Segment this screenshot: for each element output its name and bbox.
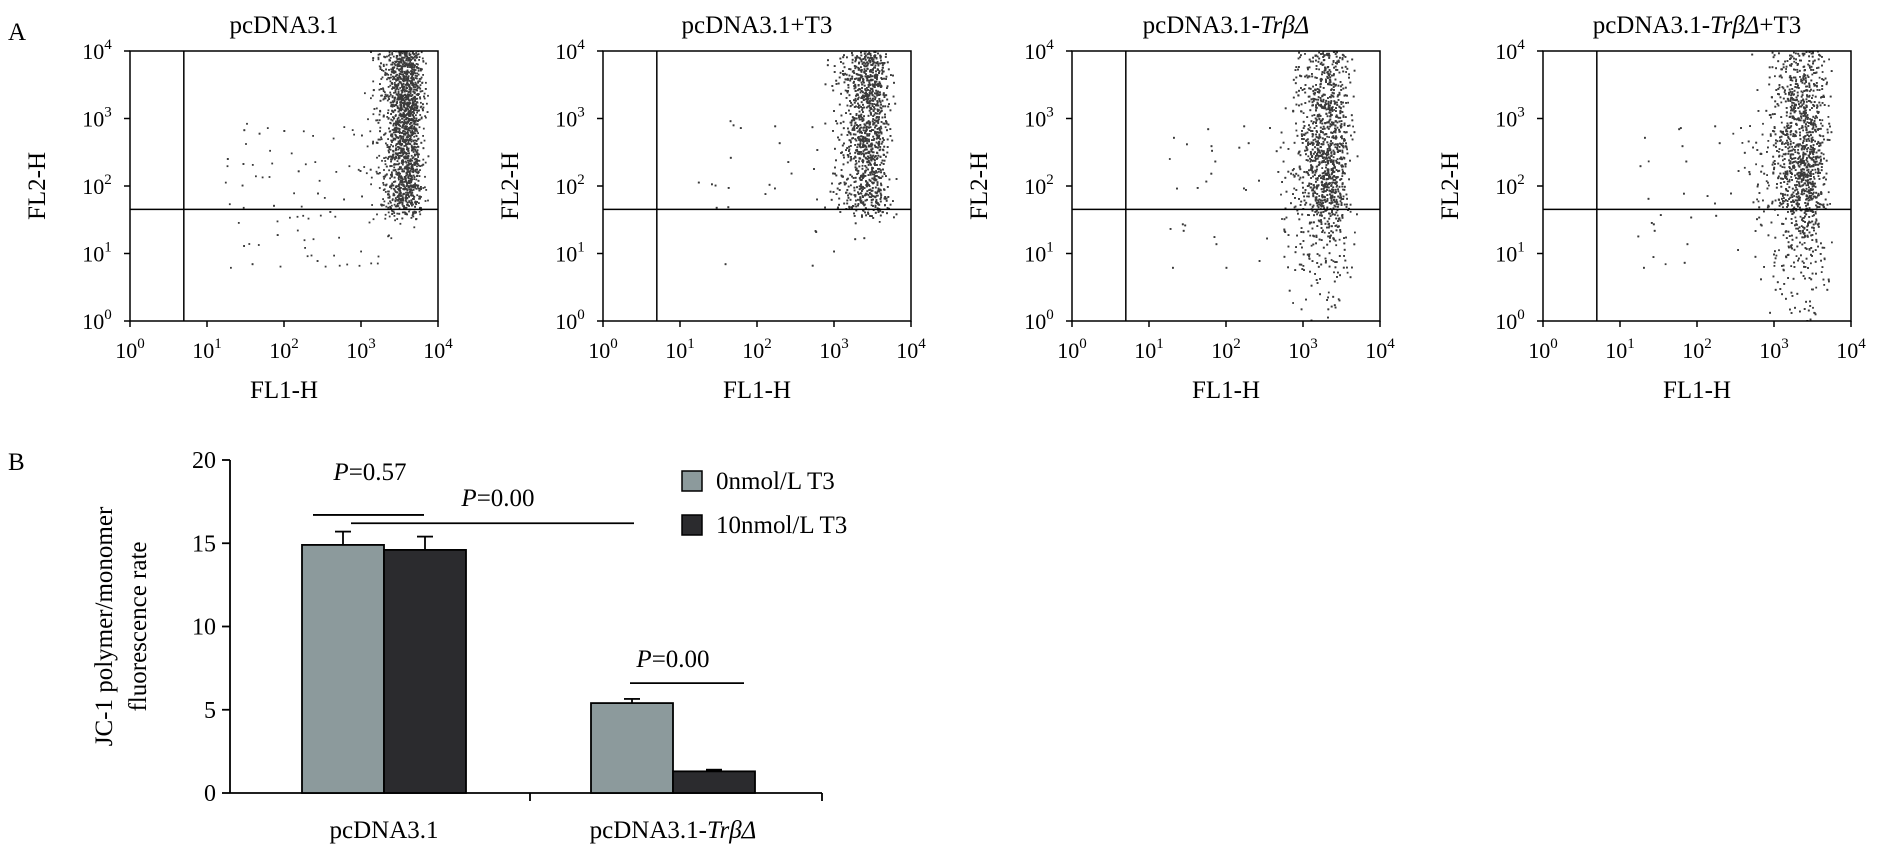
panel-title: pcDNA3.1-TrβΔ+T3 [1593, 12, 1802, 39]
y-tick-label: 101 [82, 240, 112, 267]
x-tick-label: 102 [742, 336, 772, 363]
y-tick-label: 10 [192, 615, 216, 641]
x-tick-label: 101 [1134, 336, 1164, 363]
y-tick-label: 0 [204, 781, 216, 807]
y-axis-label: FL2-H [966, 152, 993, 220]
x-axis-label: FL1-H [1192, 377, 1260, 404]
event-dots [224, 51, 430, 269]
x-tick-label: pcDNA3.1-TrβΔ [590, 817, 757, 844]
y-tick-label: 100 [1024, 307, 1054, 334]
y-tick-label: 101 [555, 240, 585, 267]
y-tick-label: 102 [1495, 172, 1525, 199]
event-dots [1637, 51, 1833, 321]
legend-swatch [681, 470, 703, 492]
x-tick-label: 101 [665, 336, 695, 363]
event-dots [697, 51, 898, 267]
y-tick-label: 102 [82, 172, 112, 199]
x-tick-label: 100 [115, 336, 145, 363]
plot-frame [1071, 50, 1381, 322]
y-axis-label: FL2-H [497, 152, 524, 220]
y-tick-label: 103 [555, 105, 585, 132]
y-tick-label: 101 [1024, 240, 1054, 267]
bar-0nmol/L T3 [301, 544, 385, 794]
significance-label: P=0.57 [332, 459, 406, 486]
x-axis-label: FL1-H [1663, 377, 1731, 404]
y-axis-label: FL2-H [24, 152, 51, 220]
panel-title: pcDNA3.1+T3 [682, 12, 833, 39]
x-tick-label: 103 [1759, 336, 1789, 363]
x-tick-label: 101 [1605, 336, 1635, 363]
y-tick-label: 103 [1495, 105, 1525, 132]
y-axis-label: JC-1 polymer/monomer [91, 506, 118, 746]
flow-panel-2: pcDNA3.1+T3 100 101 102 103 104 100 101 102 103 10… [497, 12, 926, 404]
x-tick-label: 104 [423, 336, 453, 363]
x-tick-label: pcDNA3.1 [329, 817, 438, 844]
x-tick-label: 101 [192, 336, 222, 363]
significance-label: P=0.00 [635, 646, 709, 673]
bar-chart-panel: 0 5 10 15 20 JC-1 polymer/monomer fluorescence… [91, 448, 847, 844]
flow-panel-1: pcDNA3.1 100 101 102 103 104 100 101 102 103 104 FL… [24, 12, 453, 404]
y-tick-label: 103 [1024, 105, 1054, 132]
y-tick-label: 20 [192, 448, 216, 474]
plot-frame [602, 50, 912, 322]
legend-label: 0nmol/L T3 [716, 468, 835, 495]
x-tick-label: 104 [1836, 336, 1866, 363]
x-tick-label: 100 [1528, 336, 1558, 363]
panel-title: pcDNA3.1 [229, 12, 338, 39]
y-tick-label: 104 [1495, 37, 1525, 64]
y-tick-label: 102 [555, 172, 585, 199]
x-tick-label: 102 [1682, 336, 1712, 363]
y-tick-label: 104 [555, 37, 585, 64]
x-tick-label: 103 [346, 336, 376, 363]
flow-panel-4: pcDNA3.1-TrβΔ+T3 100 101 102 103 104 100 101 102… [1437, 12, 1866, 404]
x-tick-label: 103 [1288, 336, 1318, 363]
y-tick-label: 101 [1495, 240, 1525, 267]
significance-label: P=0.00 [460, 485, 534, 512]
x-axis-label: FL1-H [250, 377, 318, 404]
y-tick-label: 103 [82, 105, 112, 132]
panel-title: pcDNA3.1-TrβΔ [1143, 12, 1310, 39]
y-tick-label: 15 [192, 531, 216, 557]
bar-0nmol/L T3 [590, 702, 674, 794]
y-tick-label: 104 [82, 37, 112, 64]
flow-panel-3: pcDNA3.1-TrβΔ 100 101 102 103 104 100 101 102 103… [966, 12, 1395, 404]
x-tick-label: 102 [269, 336, 299, 363]
event-dots [1168, 51, 1359, 321]
bar-10nmol/L T3 [672, 770, 756, 794]
x-tick-label: 100 [1057, 336, 1087, 363]
x-tick-label: 104 [896, 336, 926, 363]
bar-10nmol/L T3 [383, 549, 467, 794]
flow-cytometry-panels: pcDNA3.1 100 101 102 103 104 100 101 102 103 104 FL… [24, 12, 1866, 404]
panel-label-a: A [8, 19, 26, 46]
legend-swatch [681, 514, 703, 536]
x-tick-label: 102 [1211, 336, 1241, 363]
y-axis-label: FL2-H [1437, 152, 1464, 220]
x-tick-label: 103 [819, 336, 849, 363]
y-tick-label: 100 [555, 307, 585, 334]
y-tick-label: 5 [204, 698, 216, 724]
y-tick-label: 104 [1024, 37, 1054, 64]
y-tick-label: 102 [1024, 172, 1054, 199]
y-axis-label: fluorescence rate [125, 541, 152, 711]
legend-label: 10nmol/L T3 [716, 512, 847, 539]
y-tick-label: 100 [1495, 307, 1525, 334]
x-tick-label: 100 [588, 336, 618, 363]
y-tick-label: 100 [82, 307, 112, 334]
panel-label-b: B [8, 449, 25, 476]
x-axis-label: FL1-H [723, 377, 791, 404]
x-tick-label: 104 [1365, 336, 1395, 363]
